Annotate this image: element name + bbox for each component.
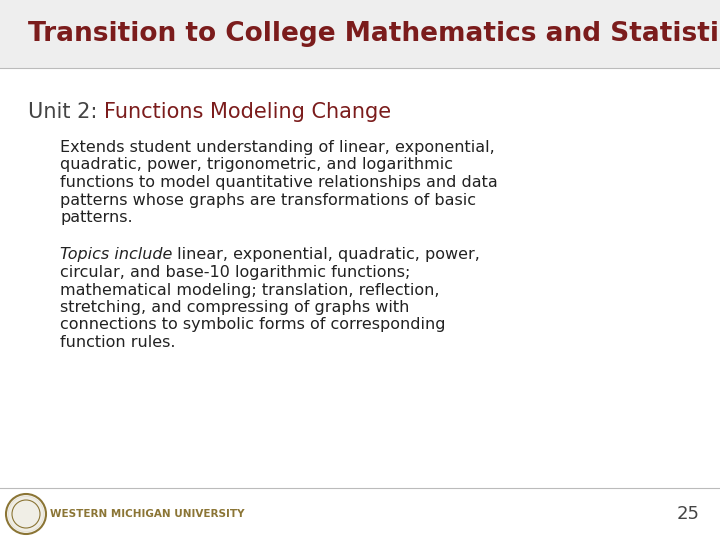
Text: stretching, and compressing of graphs with: stretching, and compressing of graphs wi… [60,300,410,315]
Text: patterns.: patterns. [60,210,132,225]
Circle shape [8,496,44,532]
Text: connections to symbolic forms of corresponding: connections to symbolic forms of corresp… [60,318,446,333]
Text: Extends student understanding of linear, exponential,: Extends student understanding of linear,… [60,140,495,155]
FancyBboxPatch shape [0,0,720,68]
Text: Unit 2:: Unit 2: [28,102,104,122]
Text: Functions Modeling Change: Functions Modeling Change [104,102,391,122]
Text: circular, and base-10 logarithmic functions;: circular, and base-10 logarithmic functi… [60,265,410,280]
Text: 25: 25 [677,505,700,523]
Text: mathematical modeling; translation, reflection,: mathematical modeling; translation, refl… [60,282,439,298]
Text: patterns whose graphs are transformations of basic: patterns whose graphs are transformation… [60,192,476,207]
Text: Topics include: Topics include [60,247,172,262]
Text: functions to model quantitative relationships and data: functions to model quantitative relation… [60,175,498,190]
Text: linear, exponential, quadratic, power,: linear, exponential, quadratic, power, [172,247,480,262]
Text: quadratic, power, trigonometric, and logarithmic: quadratic, power, trigonometric, and log… [60,158,453,172]
Text: function rules.: function rules. [60,335,176,350]
Text: WESTERN MICHIGAN UNIVERSITY: WESTERN MICHIGAN UNIVERSITY [50,509,245,519]
Text: Transition to College Mathematics and Statistics: Transition to College Mathematics and St… [28,21,720,47]
